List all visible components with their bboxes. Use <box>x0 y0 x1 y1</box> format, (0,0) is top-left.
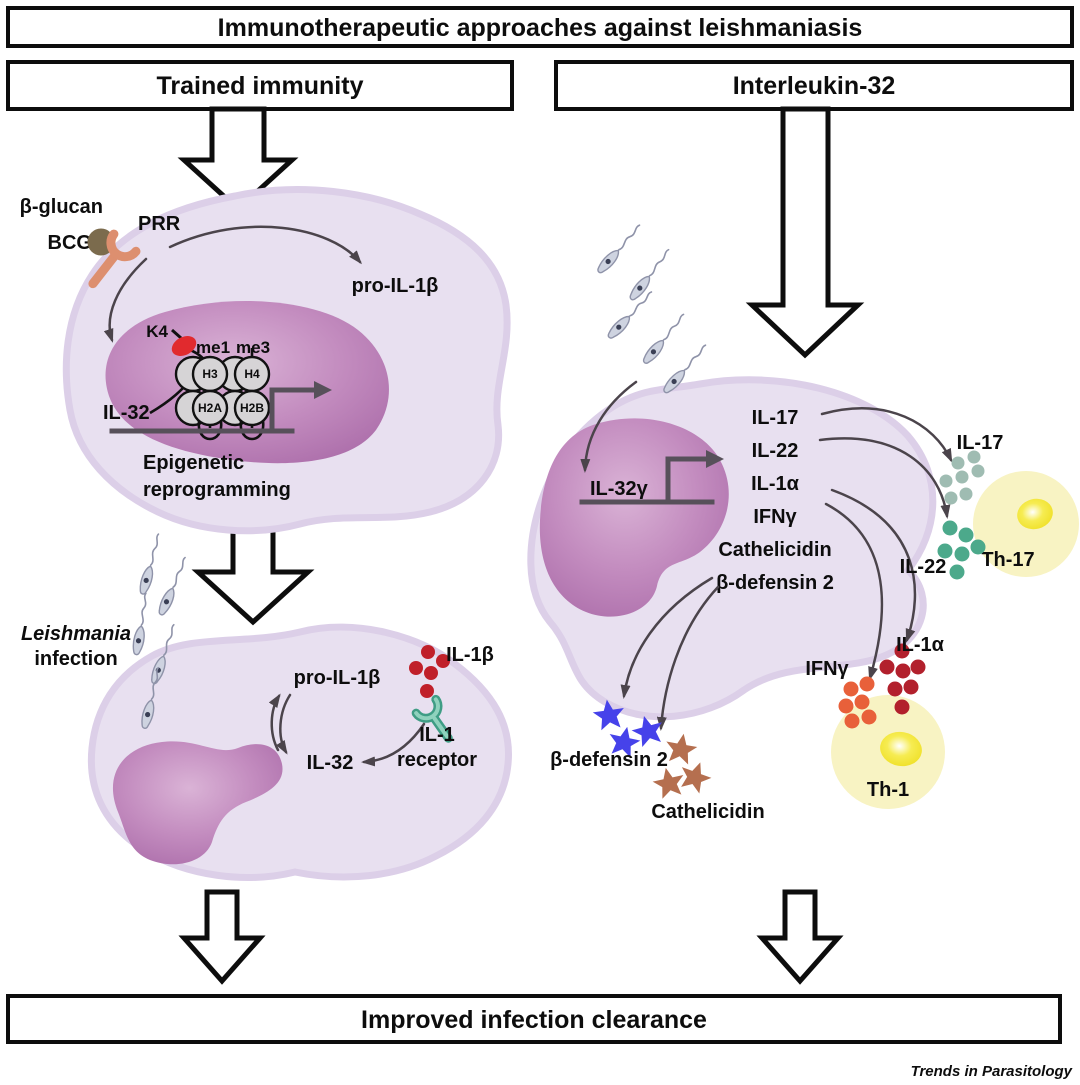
beta-glucan-label: β-glucan <box>20 196 103 218</box>
histone-h2b <box>233 389 271 427</box>
il1-receptor-icon <box>411 694 453 743</box>
il32-label-infected: IL-32 <box>307 752 354 774</box>
cytokine-il22: IL-22 <box>752 440 799 462</box>
histone-h3-label: H3 <box>202 367 218 381</box>
prr-label: PRR <box>138 213 181 235</box>
right-panel-header: Interleukin-32 <box>733 72 896 100</box>
infection-label: infection <box>34 648 117 670</box>
arrow-bdefensin-secretion <box>620 576 714 699</box>
histone-h2a <box>191 389 229 427</box>
secreted-il1a-label: IL-1α <box>896 634 945 656</box>
histone-h4-label: H4 <box>244 367 260 381</box>
il1a-dots <box>879 643 926 715</box>
cytokine-list: IL-17 IL-22 IL-1α IFNγ Cathelicidin β-de… <box>716 407 834 594</box>
arrow-cathelicidin-secretion <box>656 585 720 731</box>
arrow-prr-to-nucleus <box>103 257 148 343</box>
caption-epigenetic: Epigenetic <box>143 452 244 474</box>
block-arrow-left-bottom <box>178 889 266 985</box>
histone-h2a-label: H2A <box>198 401 222 415</box>
block-arrow-right-bottom <box>756 889 844 985</box>
journal-signature: Trends in Parasitology <box>911 1063 1073 1080</box>
leishmania-label: Leishmania <box>21 623 131 645</box>
arrow-cycle-up <box>268 693 281 752</box>
ifng-dots <box>838 676 877 729</box>
il22-dots <box>937 520 986 580</box>
il17-dots <box>939 450 985 505</box>
leishmania-parasites-right <box>594 220 710 397</box>
cytokine-cathelicidin: Cathelicidin <box>718 539 831 561</box>
il32g-gene-label: IL-32γ <box>590 478 649 500</box>
k4-tick <box>171 328 182 340</box>
il1b-dots <box>409 645 450 698</box>
secreted-il17-label: IL-17 <box>957 432 1004 454</box>
left-panel-header: Trained immunity <box>157 72 364 100</box>
th17-nucleolus <box>1017 498 1053 530</box>
arrow-il1receptor-to-il32 <box>361 722 426 767</box>
il1-receptor-label-1: IL-1 <box>419 724 455 746</box>
arrow-il17-secretion <box>820 407 953 463</box>
secreted-il22-label: IL-22 <box>900 556 947 578</box>
block-arrow-left-middle <box>191 525 315 626</box>
prr-receptor-icon <box>88 229 141 289</box>
il32-promoter-arrowhead <box>314 381 332 399</box>
th1-label: Th-1 <box>867 779 909 801</box>
cytokine-il17: IL-17 <box>752 407 799 429</box>
arrow-il1a-secretion <box>830 488 917 643</box>
block-arrow-trained-immunity <box>177 106 299 213</box>
arrow-prr-to-proil1b <box>168 225 362 265</box>
epigenetic-marks: H3 H4 H2A H2B K4 me1 me3 <box>146 322 271 441</box>
block-arrow-interleukin32 <box>745 106 865 359</box>
bcg-label: BCG <box>48 232 92 254</box>
arrow-parasite-to-nucleus <box>580 380 638 473</box>
histone-h2b-label: H2B <box>240 401 264 415</box>
nucleus-infected-cell <box>112 741 283 865</box>
bdefensin-label: β-defensin 2 <box>550 749 668 771</box>
il32g-promoter-arrow <box>665 456 709 505</box>
k4-label: K4 <box>146 322 168 341</box>
pro-il1b-label-trained: pro-IL-1β <box>352 275 439 297</box>
il1b-label: IL-1β <box>446 644 494 666</box>
th17-label: Th-17 <box>981 549 1034 571</box>
outcome-text: Improved infection clearance <box>361 1006 707 1034</box>
cytokine-bdefensin: β-defensin 2 <box>716 572 834 594</box>
pro-il1b-label-infected: pro-IL-1β <box>294 667 381 689</box>
arrow-cycle-down <box>276 693 292 755</box>
arrow-il22-secretion <box>818 437 951 519</box>
me3-label: me3 <box>236 338 270 357</box>
cytokine-ifng: IFNγ <box>753 506 797 528</box>
secreted-ifng-label: IFNγ <box>805 658 849 680</box>
caption-reprogramming: reprogramming <box>143 479 291 501</box>
outcome-box <box>6 994 1062 1044</box>
title-box <box>6 6 1074 48</box>
me1-label: me1 <box>196 338 230 357</box>
il32-promoter-arrow <box>269 387 317 434</box>
il32-gene-label: IL-32 <box>103 402 150 424</box>
figure-title: Immunotherapeutic approaches against lei… <box>218 14 863 42</box>
k4-methyl-mark-icon <box>171 335 197 357</box>
th1-nucleolus <box>880 731 922 767</box>
cytokine-il1a: IL-1α <box>751 473 800 495</box>
il32g-promoter-arrowhead <box>706 450 724 468</box>
il1-receptor-label-2: receptor <box>397 749 477 771</box>
cathelicidin-label: Cathelicidin <box>651 801 764 823</box>
arrow-ifng-secretion <box>824 502 884 681</box>
